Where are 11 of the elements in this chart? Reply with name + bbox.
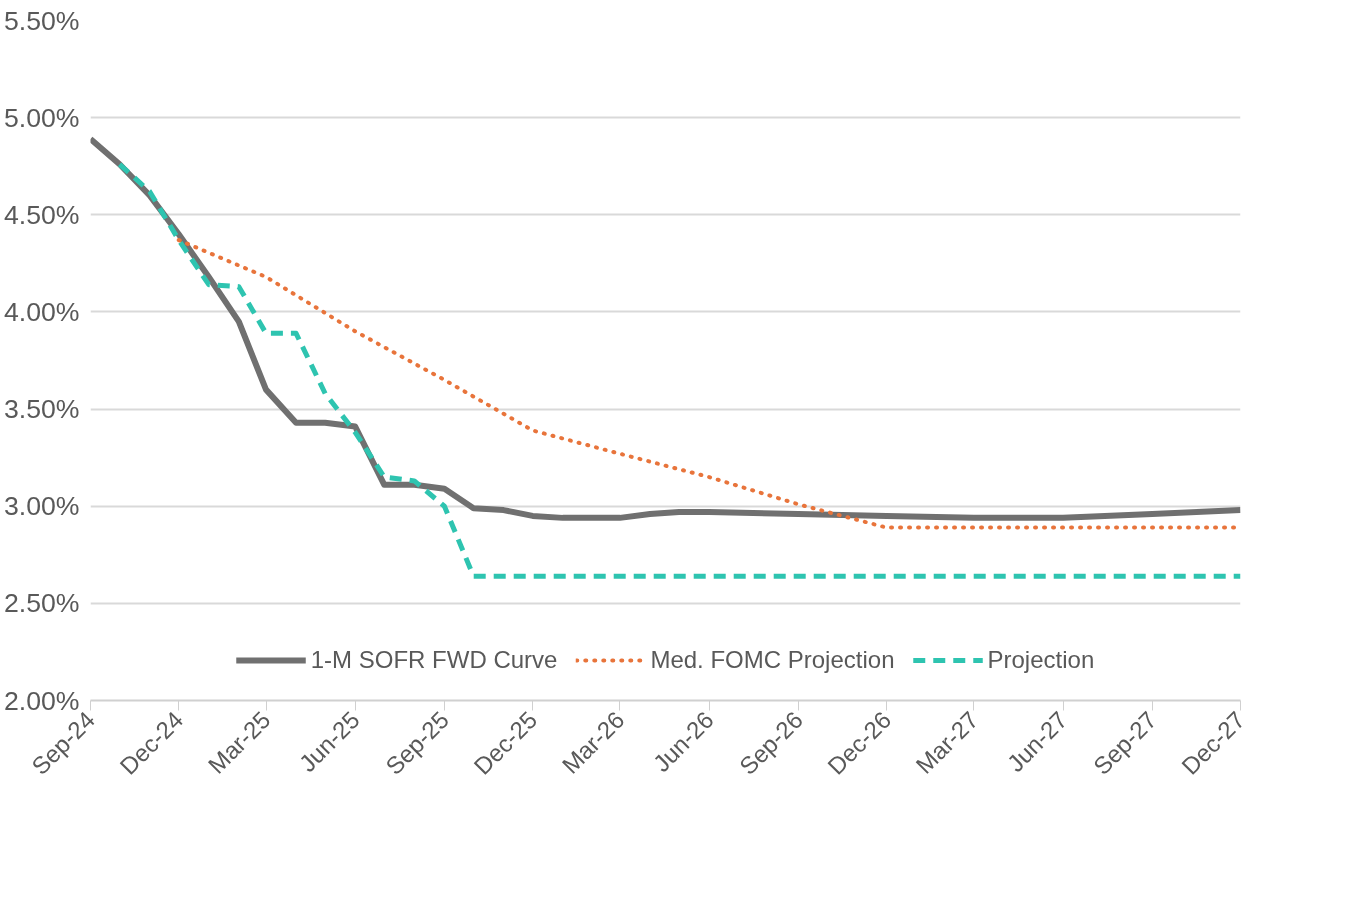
- y-tick-label: 4.00%: [3, 296, 80, 327]
- y-tick-label: 3.50%: [3, 394, 80, 425]
- legend-label: Med. FOMC Projection: [650, 645, 895, 675]
- y-tick-label: 4.50%: [3, 199, 80, 230]
- y-tick-label: 3.00%: [3, 491, 80, 522]
- y-tick-label: 5.00%: [3, 102, 80, 133]
- legend-label: 1-M SOFR FWD Curve: [310, 645, 558, 675]
- legend-label: Projection: [987, 645, 1095, 675]
- y-tick-label: 2.50%: [3, 588, 80, 619]
- y-tick-label: 5.50%: [3, 5, 80, 36]
- y-tick-label: 2.00%: [3, 685, 80, 716]
